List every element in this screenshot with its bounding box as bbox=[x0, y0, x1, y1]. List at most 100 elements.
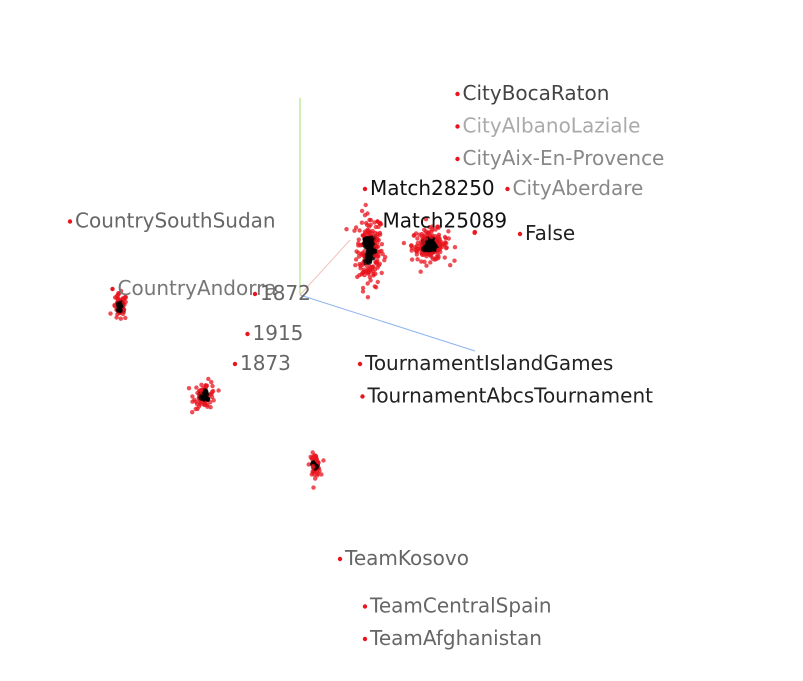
data-point[interactable] bbox=[187, 386, 191, 390]
point-label[interactable]: CountrySouthSudan bbox=[75, 209, 276, 233]
data-point[interactable] bbox=[357, 254, 361, 258]
data-point[interactable] bbox=[436, 256, 440, 260]
data-point[interactable] bbox=[452, 259, 456, 263]
data-point[interactable] bbox=[210, 384, 214, 388]
point-label[interactable]: CountryAndorra bbox=[118, 276, 277, 300]
data-point[interactable] bbox=[374, 225, 378, 229]
data-point[interactable] bbox=[312, 453, 316, 457]
data-point[interactable] bbox=[360, 221, 364, 225]
data-point[interactable] bbox=[415, 236, 419, 240]
point-label[interactable]: 1915 bbox=[253, 321, 304, 345]
data-point[interactable] bbox=[364, 221, 368, 225]
point-label[interactable]: Match25089 bbox=[383, 209, 508, 233]
data-point[interactable] bbox=[368, 265, 372, 269]
data-point[interactable] bbox=[437, 233, 441, 237]
data-point[interactable] bbox=[445, 245, 449, 249]
data-point[interactable] bbox=[358, 266, 362, 270]
data-point[interactable] bbox=[429, 254, 433, 258]
point-label[interactable]: 1872 bbox=[260, 281, 311, 305]
data-point[interactable] bbox=[380, 242, 384, 246]
data-point[interactable] bbox=[363, 213, 367, 217]
data-point[interactable] bbox=[360, 271, 364, 275]
data-point[interactable] bbox=[419, 270, 423, 274]
data-point[interactable] bbox=[424, 264, 428, 268]
data-point[interactable] bbox=[364, 203, 368, 207]
point-label[interactable]: TournamentIslandGames bbox=[364, 351, 613, 375]
label-anchor-point[interactable] bbox=[455, 157, 459, 161]
data-point[interactable] bbox=[205, 405, 209, 409]
data-point[interactable] bbox=[116, 307, 122, 313]
data-point[interactable] bbox=[321, 458, 325, 462]
label-anchor-point[interactable] bbox=[245, 332, 249, 336]
label-anchor-point[interactable] bbox=[358, 362, 362, 366]
data-point[interactable] bbox=[370, 231, 374, 235]
data-point[interactable] bbox=[366, 259, 372, 265]
label-anchor-point[interactable] bbox=[455, 124, 459, 128]
data-point[interactable] bbox=[361, 289, 365, 293]
data-point[interactable] bbox=[356, 241, 360, 245]
data-point[interactable] bbox=[116, 301, 122, 307]
data-point[interactable] bbox=[428, 233, 432, 237]
label-anchor-point[interactable] bbox=[363, 604, 367, 608]
data-point[interactable] bbox=[366, 272, 370, 276]
data-point[interactable] bbox=[360, 209, 364, 213]
label-anchor-point[interactable] bbox=[505, 187, 509, 191]
label-anchor-point[interactable] bbox=[338, 557, 342, 561]
point-label[interactable]: TournamentAbcsTournament bbox=[367, 384, 654, 408]
data-point[interactable] bbox=[353, 263, 357, 267]
data-point[interactable] bbox=[195, 407, 199, 411]
point-label[interactable]: Match28250 bbox=[370, 176, 495, 200]
label-anchor-point[interactable] bbox=[363, 637, 367, 641]
data-point[interactable] bbox=[375, 258, 379, 262]
data-point[interactable] bbox=[119, 317, 123, 321]
point-label[interactable]: TeamKosovo bbox=[344, 546, 469, 570]
data-point[interactable] bbox=[352, 229, 356, 233]
data-point[interactable] bbox=[402, 241, 406, 245]
data-point[interactable] bbox=[376, 280, 380, 284]
label-anchor-point[interactable] bbox=[518, 232, 522, 236]
data-point[interactable] bbox=[192, 398, 196, 402]
data-point[interactable] bbox=[123, 316, 127, 320]
data-point[interactable] bbox=[453, 245, 457, 249]
point-label[interactable]: False bbox=[525, 221, 575, 245]
data-point[interactable] bbox=[380, 271, 384, 275]
data-point[interactable] bbox=[210, 395, 214, 399]
data-point[interactable] bbox=[444, 236, 448, 240]
data-point[interactable] bbox=[373, 245, 377, 249]
data-point[interactable] bbox=[371, 272, 375, 276]
point-label[interactable]: CityAlbanoLaziale bbox=[463, 114, 641, 138]
data-point[interactable] bbox=[309, 455, 313, 459]
data-point[interactable] bbox=[375, 240, 379, 244]
data-point[interactable] bbox=[206, 377, 210, 381]
data-point[interactable] bbox=[115, 312, 119, 316]
data-point[interactable] bbox=[312, 472, 316, 476]
data-point[interactable] bbox=[108, 311, 112, 315]
data-point[interactable] bbox=[379, 249, 383, 253]
data-point[interactable] bbox=[415, 257, 419, 261]
point-label[interactable]: CityAix-En-Provence bbox=[463, 146, 665, 170]
data-point[interactable] bbox=[356, 251, 360, 255]
data-point[interactable] bbox=[443, 255, 447, 259]
label-anchor-point[interactable] bbox=[68, 219, 72, 223]
data-point[interactable] bbox=[361, 233, 365, 237]
data-point[interactable] bbox=[311, 464, 315, 468]
data-point[interactable] bbox=[311, 485, 315, 489]
data-point[interactable] bbox=[444, 241, 448, 245]
data-point[interactable] bbox=[448, 263, 452, 267]
label-anchor-point[interactable] bbox=[110, 287, 114, 291]
point-label[interactable]: TeamAfghanistan bbox=[369, 626, 542, 650]
data-point[interactable] bbox=[344, 227, 348, 231]
data-point[interactable] bbox=[199, 388, 203, 392]
data-point[interactable] bbox=[410, 257, 414, 261]
label-anchor-point[interactable] bbox=[375, 219, 379, 223]
data-point[interactable] bbox=[367, 218, 371, 222]
data-point[interactable] bbox=[425, 243, 431, 249]
data-point[interactable] bbox=[366, 295, 370, 299]
data-point[interactable] bbox=[199, 383, 203, 387]
label-anchor-point[interactable] bbox=[363, 187, 367, 191]
data-point[interactable] bbox=[211, 389, 215, 393]
data-point[interactable] bbox=[363, 229, 367, 233]
data-point[interactable] bbox=[409, 243, 413, 247]
data-point[interactable] bbox=[357, 237, 361, 241]
